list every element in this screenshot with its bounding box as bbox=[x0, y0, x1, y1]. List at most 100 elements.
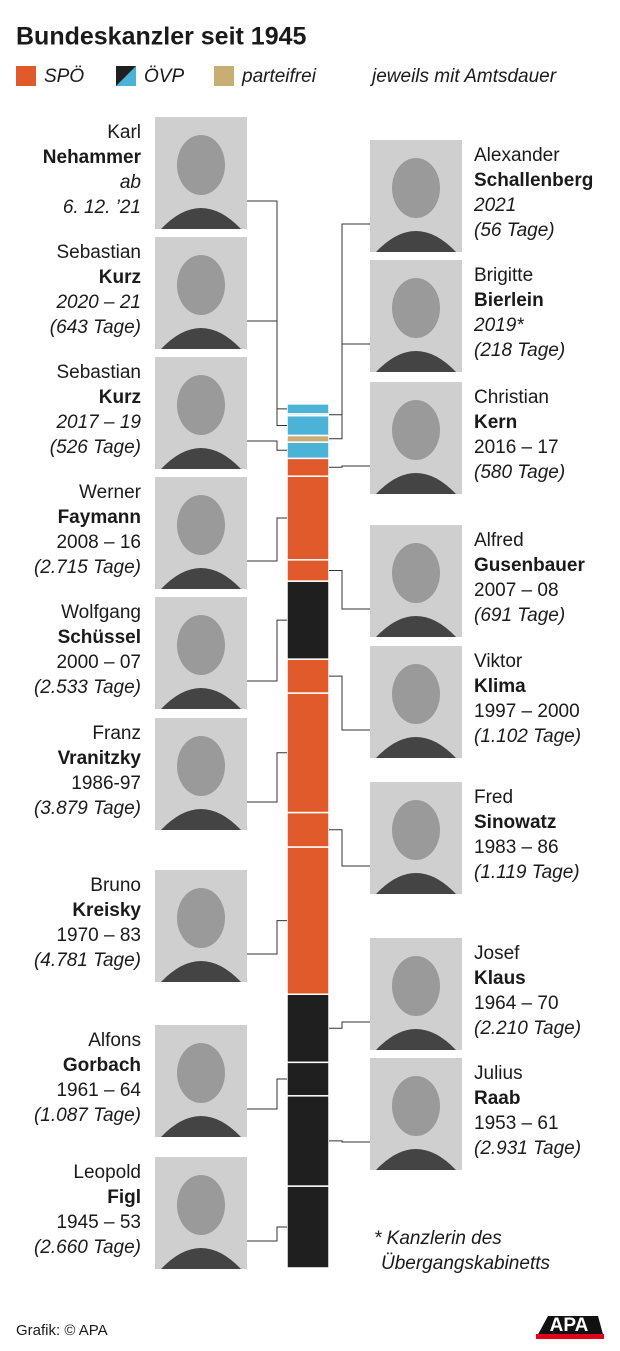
entry-text: 2021 bbox=[473, 195, 516, 216]
tenure-segment bbox=[286, 441, 330, 460]
photo-head bbox=[177, 888, 225, 948]
entry-text: 1945 – 53 bbox=[56, 1212, 141, 1233]
tenure-segment bbox=[286, 475, 330, 561]
entry-text: Alexander bbox=[474, 145, 560, 166]
photo-head bbox=[392, 664, 440, 724]
photo-head bbox=[392, 158, 440, 218]
entry-text: Werner bbox=[79, 482, 142, 503]
entry-text: Sebastian bbox=[56, 362, 141, 383]
photo-body bbox=[161, 328, 241, 349]
photo-head bbox=[177, 736, 225, 796]
tenure-segment bbox=[286, 434, 330, 443]
entry-text: 1961 – 64 bbox=[56, 1080, 141, 1101]
entry-text: (2.715 Tage) bbox=[34, 557, 141, 578]
legend-swatch bbox=[214, 66, 234, 86]
connector bbox=[247, 1078, 287, 1110]
entry-text: (691 Tage) bbox=[474, 605, 565, 626]
entry-text: Figl bbox=[107, 1187, 141, 1208]
entry-text: 1970 – 83 bbox=[56, 925, 141, 946]
tenure-segment bbox=[286, 457, 330, 477]
entry-text: (4.781 Tage) bbox=[34, 950, 141, 971]
connector bbox=[329, 569, 370, 610]
entry-text: Alfred bbox=[474, 530, 524, 551]
entry-text: Faymann bbox=[58, 507, 141, 528]
photo-body bbox=[376, 473, 456, 494]
photo-body bbox=[161, 688, 241, 709]
photo-body bbox=[161, 568, 241, 589]
photo-body bbox=[161, 809, 241, 830]
photo-body bbox=[161, 448, 241, 469]
photo-body bbox=[161, 1116, 241, 1137]
entry-text: (1.087 Tage) bbox=[34, 1105, 141, 1126]
legend-label: SPÖ bbox=[44, 66, 84, 87]
tenure-segment bbox=[286, 559, 330, 582]
connector bbox=[329, 675, 370, 731]
photo-body bbox=[376, 873, 456, 894]
entry-text: Schallenberg bbox=[474, 170, 593, 191]
credit: Grafik: © APA bbox=[16, 1322, 108, 1339]
legend-swatch bbox=[116, 66, 136, 86]
entry-text: 2017 – 19 bbox=[55, 412, 141, 433]
connector bbox=[247, 320, 287, 427]
entry-text: 1997 – 2000 bbox=[474, 701, 580, 722]
entry-text: Leopold bbox=[73, 1162, 141, 1183]
entry-text: Kurz bbox=[99, 387, 141, 408]
entry-text: Viktor bbox=[474, 651, 523, 672]
entry-text: (56 Tage) bbox=[474, 220, 555, 241]
entry-text: 1986-97 bbox=[71, 773, 141, 794]
photo-head bbox=[177, 495, 225, 555]
legend-label: ÖVP bbox=[144, 66, 184, 87]
tenure-segment bbox=[286, 1095, 330, 1187]
photo-head bbox=[392, 800, 440, 860]
entry-text: Wolfgang bbox=[61, 602, 141, 623]
entry-text: (2.931 Tage) bbox=[474, 1138, 581, 1159]
photo-head bbox=[392, 1076, 440, 1136]
entry-text: Sebastian bbox=[56, 242, 141, 263]
photo-head bbox=[392, 543, 440, 603]
connector bbox=[247, 1226, 287, 1242]
tenure-segment bbox=[286, 692, 330, 814]
entry-text: (1.119 Tage) bbox=[474, 862, 580, 883]
entry-text: 2019* bbox=[473, 315, 524, 336]
photo-head bbox=[177, 1175, 225, 1235]
connector bbox=[329, 1140, 370, 1143]
photo-head bbox=[392, 400, 440, 460]
entry-text: (2.533 Tage) bbox=[34, 677, 141, 698]
photo-head bbox=[392, 278, 440, 338]
entry-text: Klaus bbox=[474, 968, 526, 989]
entry-text: 1964 – 70 bbox=[474, 993, 559, 1014]
connector bbox=[329, 343, 370, 440]
entry-text: Gusenbauer bbox=[474, 555, 585, 576]
tenure-segment bbox=[286, 658, 330, 694]
entry-text: (643 Tage) bbox=[50, 317, 141, 338]
entry-text: 1953 – 61 bbox=[474, 1113, 559, 1134]
entry-text: 6. 12. ’21 bbox=[63, 197, 141, 218]
entry-text: Alfons bbox=[88, 1030, 141, 1051]
entry-text: 1983 – 86 bbox=[474, 837, 559, 858]
tenure-segment bbox=[286, 414, 330, 437]
entry-text: Josef bbox=[474, 943, 520, 964]
connector bbox=[247, 619, 287, 682]
entry-text: Bierlein bbox=[474, 290, 544, 311]
tenure-segment bbox=[286, 811, 330, 848]
connector bbox=[247, 920, 287, 955]
entry-text: Bruno bbox=[90, 875, 141, 896]
photo-head bbox=[177, 375, 225, 435]
entry-text: Vranitzky bbox=[58, 748, 142, 769]
entry-text: Karl bbox=[107, 122, 141, 143]
entry-text: (1.102 Tage) bbox=[474, 726, 581, 747]
connector bbox=[247, 200, 287, 410]
entry-text: (2.660 Tage) bbox=[34, 1237, 141, 1258]
connector bbox=[329, 223, 370, 416]
entry-text: Nehammer bbox=[43, 147, 142, 168]
photo-body bbox=[161, 208, 241, 229]
entry-text: (218 Tage) bbox=[474, 340, 565, 361]
entry-text: (526 Tage) bbox=[50, 437, 141, 458]
footnote: Übergangskabinetts bbox=[381, 1253, 550, 1274]
connector bbox=[247, 752, 287, 803]
entry-text: Fred bbox=[474, 787, 513, 808]
entry-text: Gorbach bbox=[63, 1055, 141, 1076]
entry-text: 2007 – 08 bbox=[474, 580, 559, 601]
tenure-segment bbox=[286, 1185, 330, 1269]
